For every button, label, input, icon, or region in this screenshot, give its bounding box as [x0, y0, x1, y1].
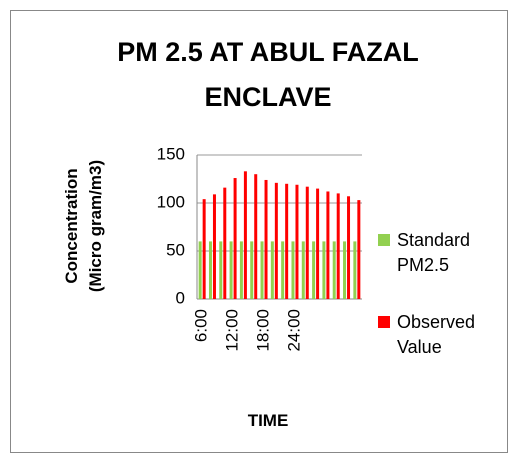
bar [260, 241, 264, 299]
bar [233, 178, 237, 299]
bar [316, 188, 320, 299]
x-tick-label: 6:00 [192, 309, 211, 342]
bar [332, 241, 336, 299]
bar [243, 171, 247, 299]
bar [250, 241, 254, 299]
bar [219, 241, 223, 299]
y-tick-label: 0 [176, 288, 185, 307]
bar [198, 241, 202, 299]
bar [312, 241, 316, 299]
bar [336, 193, 340, 299]
bar [281, 241, 285, 299]
bar [264, 179, 268, 299]
bar [301, 241, 305, 299]
bar [353, 241, 357, 299]
y-tick-label: 150 [157, 144, 185, 163]
legend-swatch [378, 316, 390, 328]
legend-label: Standard PM2.5 [397, 230, 471, 275]
bar [270, 241, 274, 299]
bar [208, 241, 212, 299]
y-axis-title: Concentration (Micro gram/m3) [62, 159, 105, 293]
bar [223, 187, 227, 299]
bar [322, 241, 326, 299]
legend-label: Observed Value [397, 312, 476, 357]
bar [274, 182, 278, 299]
bar [291, 241, 295, 299]
x-tick-label: 24:00 [284, 309, 303, 352]
bar [229, 241, 233, 299]
chart-border [10, 10, 508, 453]
x-axis-title: TIME [247, 411, 289, 430]
bar [202, 199, 206, 299]
bar [357, 200, 361, 299]
bar [285, 183, 289, 299]
bar [239, 241, 243, 299]
bar [254, 174, 258, 299]
bar [347, 196, 351, 299]
bar [326, 191, 330, 299]
x-tick-label: 12:00 [223, 309, 242, 352]
bar [212, 194, 216, 299]
bar [343, 241, 347, 299]
y-tick-label: 50 [166, 240, 185, 259]
x-tick-label: 18:00 [254, 309, 273, 352]
chart-title: PM 2.5 AT ABUL FAZAL ENCLAVE [117, 37, 419, 112]
y-tick-label: 100 [157, 192, 185, 211]
bar [295, 184, 299, 299]
legend-swatch [378, 234, 390, 246]
bar [305, 186, 309, 299]
